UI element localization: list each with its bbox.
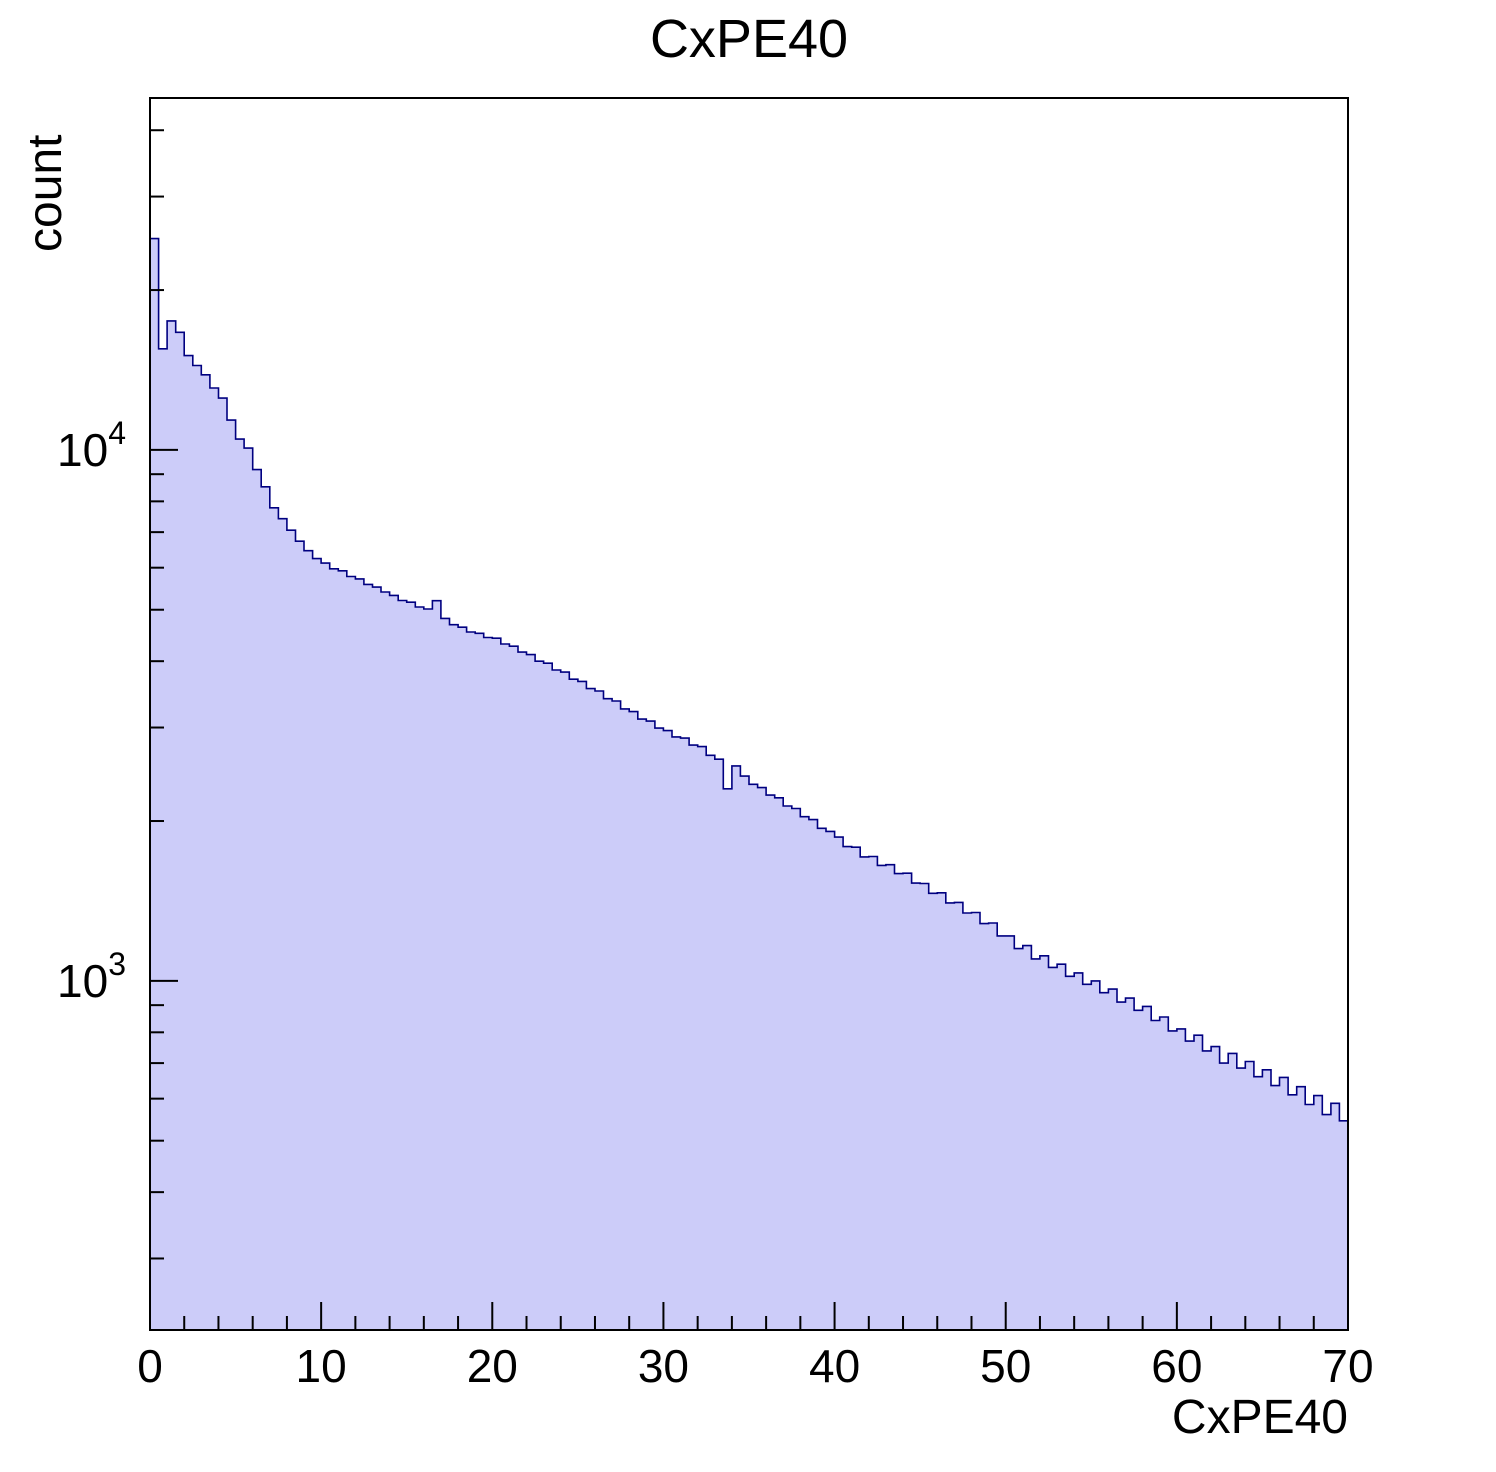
y-tick-label: 103 <box>57 946 126 1007</box>
x-tick-label: 40 <box>809 1340 860 1392</box>
x-tick-label: 60 <box>1151 1340 1202 1392</box>
y-axis-label: count <box>19 134 72 252</box>
histogram-outline <box>149 237 1349 1330</box>
x-tick-label: 10 <box>296 1340 347 1392</box>
x-tick-label: 30 <box>638 1340 689 1392</box>
y-tick-label: 104 <box>57 415 126 476</box>
x-tick-label: 50 <box>980 1340 1031 1392</box>
x-tick-label: 70 <box>1322 1340 1373 1392</box>
plot-frame <box>149 97 1349 1331</box>
x-tick-label: 20 <box>467 1340 518 1392</box>
x-axis-label: CxPE40 <box>1171 1391 1348 1444</box>
x-tick-label: 0 <box>137 1340 163 1392</box>
chart-title: CxPE40 <box>649 9 849 69</box>
